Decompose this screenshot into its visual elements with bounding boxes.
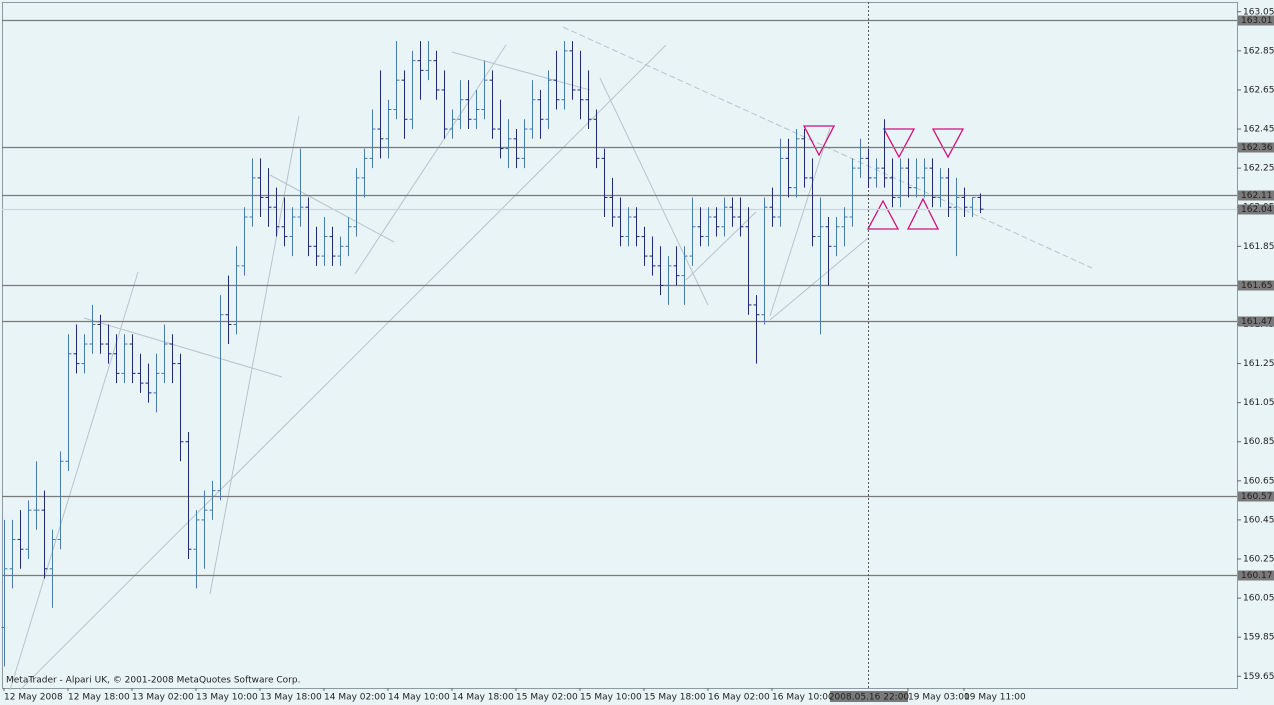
y-tick-label: 159.65 [1243, 672, 1274, 682]
down-triangle [931, 128, 965, 159]
trend-line [599, 77, 709, 306]
x-tick-label: 19 May 03:00 [908, 693, 970, 703]
price-bars [1, 41, 984, 667]
level-label: 160.17 [1241, 571, 1273, 581]
y-tick-label: 161.85 [1243, 242, 1274, 252]
level-label-box [1238, 491, 1274, 502]
y-tick-label: 162.85 [1243, 46, 1274, 56]
crosshair-label: 2008.05.16 22:00 [829, 693, 910, 703]
y-tick-label: 160.05 [1243, 594, 1274, 604]
y-tick-label: 161.25 [1243, 359, 1274, 369]
x-tick-label: 13 May 18:00 [260, 693, 322, 703]
up-triangle [906, 197, 940, 230]
pattern-markers [802, 125, 965, 230]
y-tick-label: 162.25 [1243, 164, 1274, 174]
down-triangle [802, 125, 836, 157]
level-label: 162.36 [1241, 143, 1273, 153]
trend-line [19, 44, 667, 691]
level-label-box [1238, 15, 1274, 26]
x-axis: 12 May 2008 12 May 18:00 13 May 02:00 13 Ma… [3, 2, 1026, 703]
down-triangle [882, 128, 916, 159]
crosshair-label-box [830, 691, 908, 702]
level-label: 163.01 [1241, 16, 1273, 26]
y-tick-label: 162.45 [1243, 125, 1274, 135]
x-tick-label: 13 May 02:00 [132, 693, 194, 703]
level-label-box [1238, 204, 1274, 215]
level-label-box [1238, 570, 1274, 581]
y-tick-label: 159.85 [1243, 633, 1274, 643]
y-tick-label: 160.45 [1243, 515, 1274, 525]
trend-line [685, 211, 757, 281]
level-label-box [1238, 190, 1274, 201]
y-tick-label: 163.05 [1243, 7, 1274, 17]
level-label: 162.04 [1241, 205, 1273, 215]
plot-frame [2, 2, 1238, 689]
level-label: 160.57 [1241, 492, 1273, 502]
x-tick-label: 16 May 02:00 [708, 693, 770, 703]
x-tick-label: 13 May 10:00 [196, 693, 258, 703]
x-tick-label: 12 May 2008 [4, 693, 63, 703]
trend-line [451, 51, 591, 91]
level-label: 161.65 [1241, 281, 1273, 291]
x-tick-label: 14 May 10:00 [388, 693, 450, 703]
level-label-box [1238, 280, 1274, 291]
level-label: 162.11 [1241, 191, 1273, 201]
trend-line [269, 174, 395, 243]
x-tick-label: 15 May 02:00 [516, 693, 578, 703]
x-tick-label: 16 May 10:00 [772, 693, 834, 703]
x-tick-label: 15 May 18:00 [644, 693, 706, 703]
footer: MetaTrader - Alpari UK, © 2001-2008 Meta… [6, 676, 300, 686]
trend-line [769, 237, 869, 321]
level-label-box [1238, 316, 1274, 327]
y-tick-label: 161.05 [1243, 398, 1274, 408]
level-label: 161.47 [1241, 317, 1273, 327]
x-tick-label: 14 May 02:00 [324, 693, 386, 703]
trend-line [83, 317, 283, 378]
x-tick-label: 12 May 18:00 [68, 693, 130, 703]
up-triangle [866, 199, 900, 230]
level-label-box [1238, 142, 1274, 153]
trend-line [354, 44, 507, 275]
y-tick-label: 162.65 [1243, 85, 1274, 95]
y-tick-label: 160.85 [1243, 437, 1274, 447]
x-tick-label: 14 May 18:00 [452, 693, 514, 703]
y-tick-label: 160.65 [1243, 476, 1274, 486]
y-tick-label: 160.25 [1243, 555, 1274, 565]
x-tick-label: 15 May 10:00 [580, 693, 642, 703]
trend-line [769, 127, 831, 317]
x-tick-label: 19 May 11:00 [964, 693, 1026, 703]
